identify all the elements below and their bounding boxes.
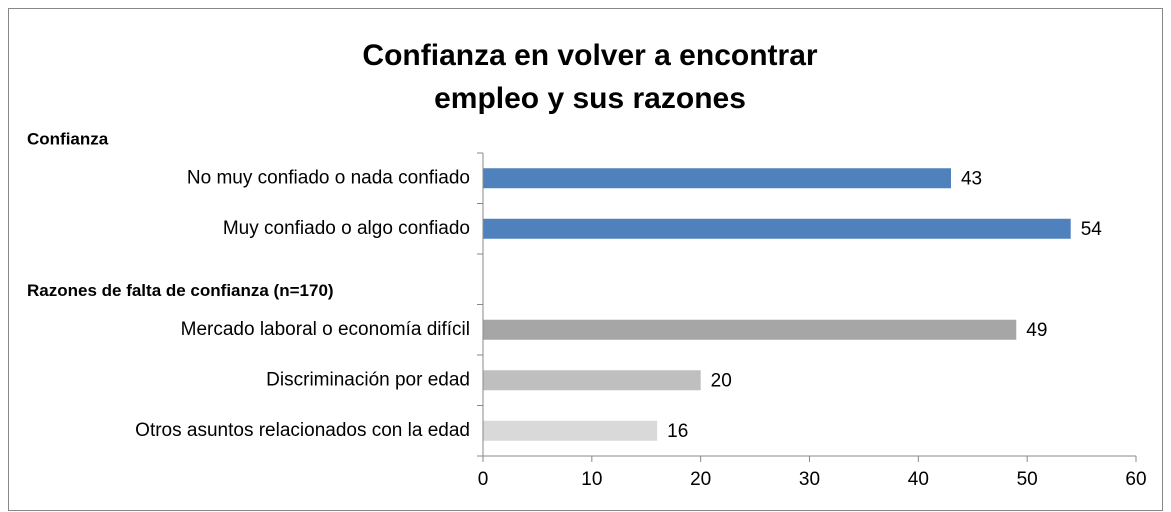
x-tick-label: 60 — [1125, 469, 1146, 490]
bar — [483, 218, 1071, 239]
group-header: Razones de falta de confianza (n=170) — [27, 281, 334, 300]
data-label: 49 — [1026, 320, 1047, 341]
x-tick-label: 30 — [799, 469, 820, 490]
data-label: 20 — [711, 370, 732, 391]
y-tick-label: Otros asuntos relacionados con la edad — [135, 420, 470, 441]
bar — [483, 319, 1017, 340]
y-tick-label: No muy confiado o nada confiado — [187, 167, 470, 188]
x-tick-label: 40 — [908, 469, 929, 490]
chart-title: empleo y sus razones — [434, 82, 746, 115]
bar — [483, 420, 658, 441]
bar — [483, 370, 701, 391]
x-tick-label: 0 — [478, 469, 489, 490]
y-tick-label: Muy confiado o algo confiado — [223, 218, 470, 239]
data-label: 43 — [961, 168, 982, 189]
y-tick-label: Discriminación por edad — [266, 369, 470, 390]
x-tick-label: 50 — [1017, 469, 1038, 490]
group-header: Confianza — [27, 129, 109, 148]
x-tick-label: 20 — [690, 469, 711, 490]
chart-title: Confianza en volver a encontrar — [362, 39, 817, 72]
bar — [483, 168, 951, 189]
data-label: 16 — [667, 421, 688, 442]
data-label: 54 — [1081, 219, 1103, 240]
x-tick-label: 10 — [581, 469, 602, 490]
y-tick-label: Mercado laboral o economía difícil — [181, 319, 470, 340]
